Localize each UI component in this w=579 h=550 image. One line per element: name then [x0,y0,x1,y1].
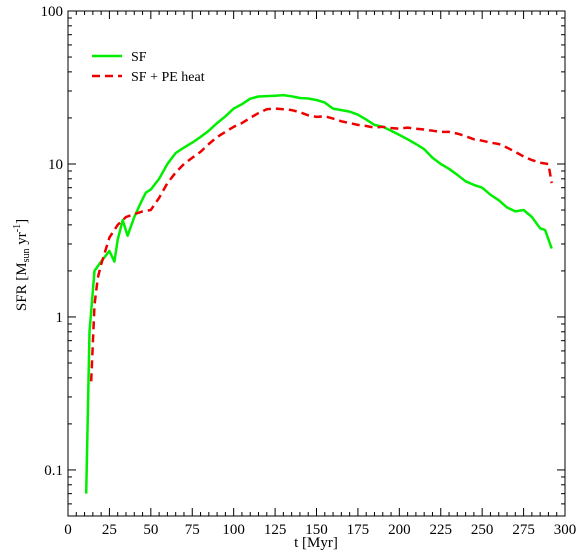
x-tick-label: 225 [430,522,453,538]
series-lines [84,93,553,494]
x-tick-label: 100 [222,522,245,538]
x-tick-label: 250 [471,522,494,538]
y-tick-label: 0.1 [44,463,63,479]
x-tick-label: 150 [305,522,328,538]
y-axis-title: SFR [Msun yr-1] [12,219,32,311]
y-axis-title-sup: -1 [12,224,23,232]
legend: SF SF + PE heat [92,50,205,85]
x-tick-label: 175 [347,522,370,538]
x-axis-title: t [Myr] [294,535,338,550]
axis-ticks: 0 25 50 75 100 125 150 175 200 225 250 275 300 0.1 1 10… [41,4,577,538]
series-line-sf-pe-heat [89,107,553,382]
x-tick-label: 300 [554,522,577,538]
x-tick-label: 275 [512,522,535,538]
legend-label-sf: SF [131,50,147,65]
x-tick-label: 50 [143,522,158,538]
plot-frame [67,10,566,517]
x-tick-label: 25 [102,522,117,538]
y-axis-title-sub: sun [21,248,32,262]
x-tick-label: 200 [388,522,411,538]
x-tick-label: 125 [264,522,287,538]
y-tick-label: 10 [48,157,63,173]
x-tick-label: 75 [185,522,200,538]
x-tick-label: 0 [64,522,72,538]
series-line-sf [84,93,553,494]
y-tick-label: 100 [41,4,64,20]
y-tick-label: 1 [56,310,64,326]
legend-label-sf-pe-heat: SF + PE heat [131,70,205,85]
